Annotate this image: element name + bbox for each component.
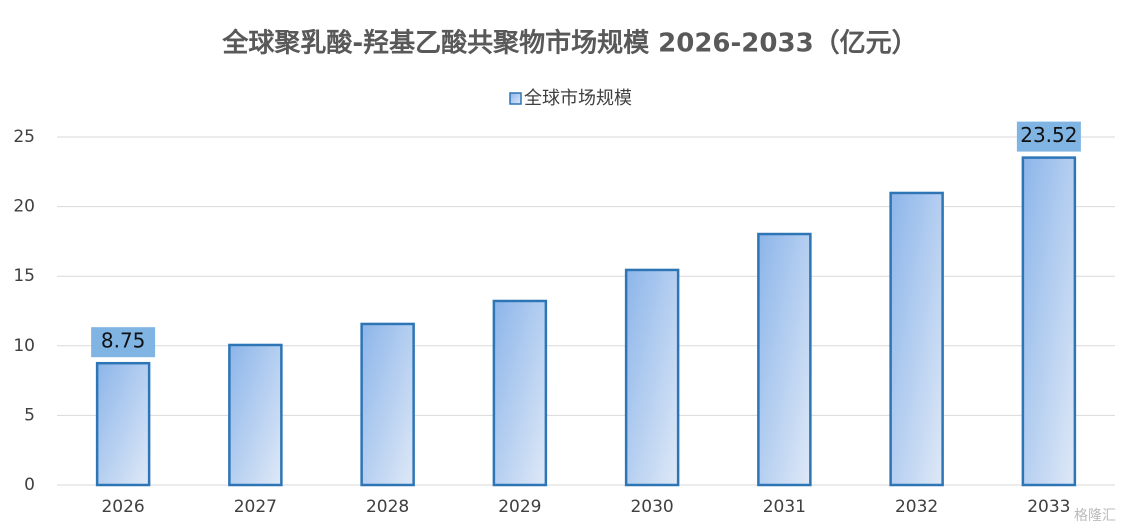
y-tick-label: 0 bbox=[24, 475, 35, 495]
bar bbox=[95, 361, 151, 487]
y-tick-label: 5 bbox=[24, 405, 35, 425]
y-tick-label: 25 bbox=[13, 127, 35, 147]
bar bbox=[1021, 156, 1077, 487]
data-label: 23.52 bbox=[1020, 123, 1077, 147]
x-tick-label: 2027 bbox=[234, 497, 277, 517]
bar bbox=[228, 343, 283, 487]
x-tick-label: 2031 bbox=[763, 497, 806, 517]
y-tick-label: 15 bbox=[13, 266, 35, 286]
bar bbox=[624, 268, 680, 487]
x-tick-label: 2032 bbox=[895, 497, 938, 517]
x-tick-label: 2028 bbox=[366, 497, 409, 517]
bar bbox=[360, 322, 415, 487]
x-tick-label: 2030 bbox=[630, 497, 673, 517]
x-tick-label: 2026 bbox=[101, 497, 144, 517]
watermark: 格隆汇 bbox=[1074, 508, 1116, 524]
data-label-box bbox=[1016, 121, 1081, 152]
bar bbox=[889, 191, 944, 487]
bar bbox=[492, 299, 548, 487]
data-label-box bbox=[91, 327, 156, 358]
bar bbox=[757, 232, 812, 487]
y-tick-label: 10 bbox=[13, 336, 35, 356]
legend-label: 全球市场规模 bbox=[524, 88, 632, 109]
y-tick-label: 20 bbox=[13, 197, 35, 217]
chart-title: 全球聚乳酸-羟基乙酸共聚物市场规模 2026-2033（亿元） bbox=[221, 28, 917, 59]
x-tick-label: 2029 bbox=[498, 497, 541, 517]
legend-swatch bbox=[509, 92, 522, 105]
data-label: 8.75 bbox=[101, 329, 146, 353]
x-tick-label: 2033 bbox=[1027, 497, 1070, 517]
